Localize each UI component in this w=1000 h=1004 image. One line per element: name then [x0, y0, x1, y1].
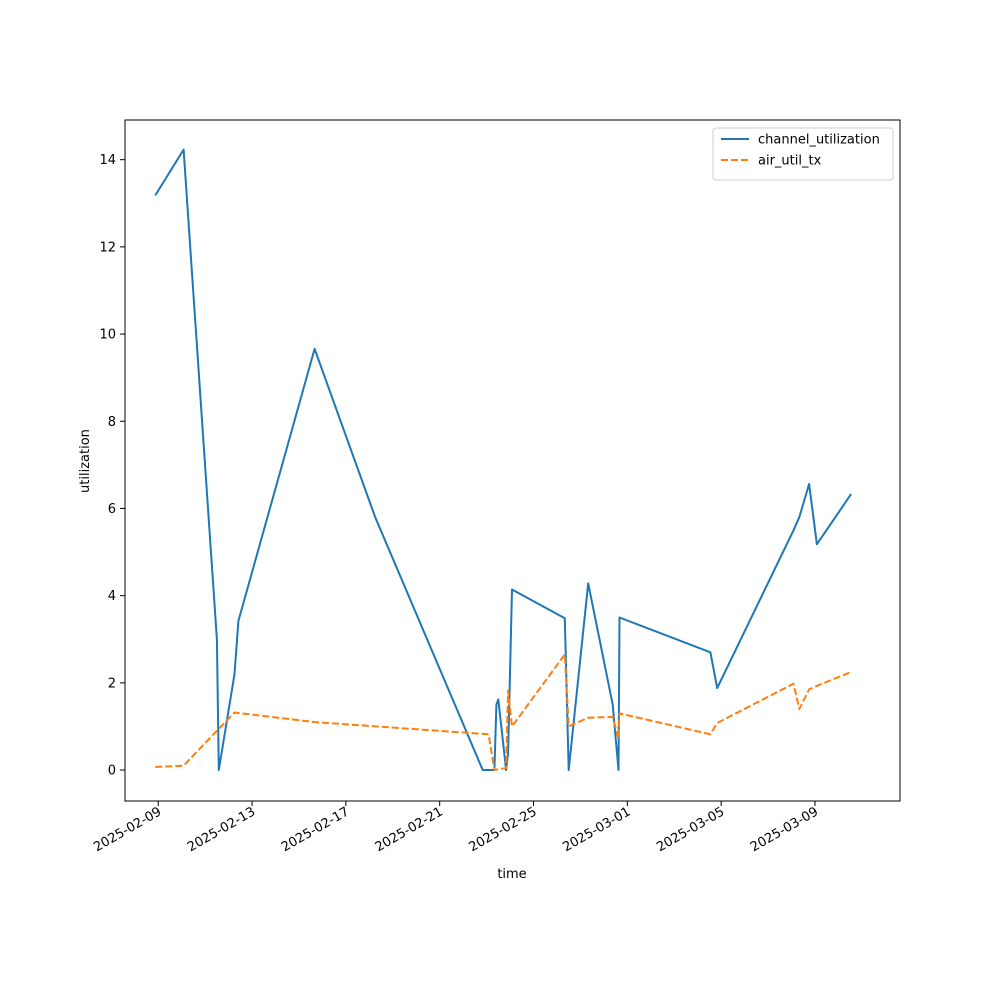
- y-axis: 0 2 4 6 8 10 12 14: [99, 153, 125, 779]
- x-tick-label: 2025-03-05: [654, 804, 727, 855]
- x-tick-label: 2025-02-25: [467, 804, 540, 855]
- legend-label-channel-utilization: channel_utilization: [758, 133, 880, 148]
- series-line-channel-utilization: [154, 148, 852, 771]
- x-tick-label: 2025-03-09: [748, 804, 821, 855]
- plot-frame: [124, 119, 901, 802]
- x-tick-label: 2025-02-13: [185, 804, 258, 855]
- plot-lines: [154, 148, 852, 771]
- legend-box: [712, 127, 894, 181]
- legend-label-air-util-tx: air_util_tx: [758, 154, 822, 169]
- y-tick-label: 10: [99, 328, 116, 343]
- y-tick-label: 0: [108, 764, 116, 779]
- y-tick-label: 14: [99, 153, 116, 168]
- series-line-air-util-tx: [155, 653, 852, 771]
- y-tick-label: 12: [99, 240, 116, 255]
- x-axis-label: time: [497, 867, 526, 882]
- y-tick-label: 6: [108, 502, 116, 517]
- x-tick-label: 2025-02-17: [279, 804, 352, 855]
- x-axis: 2025-02-09 2025-02-13 2025-02-17 2025-02-21…: [91, 801, 821, 855]
- x-tick-label: 2025-03-01: [560, 804, 633, 855]
- y-axis-label: utilization: [78, 429, 93, 493]
- x-tick-label: 2025-02-21: [373, 804, 446, 855]
- x-tick-label: 2025-02-09: [91, 804, 164, 855]
- y-tick-label: 2: [108, 676, 116, 691]
- y-tick-label: 4: [108, 589, 116, 604]
- legend: channel_utilization air_util_tx: [712, 127, 894, 181]
- y-tick-label: 8: [108, 415, 116, 430]
